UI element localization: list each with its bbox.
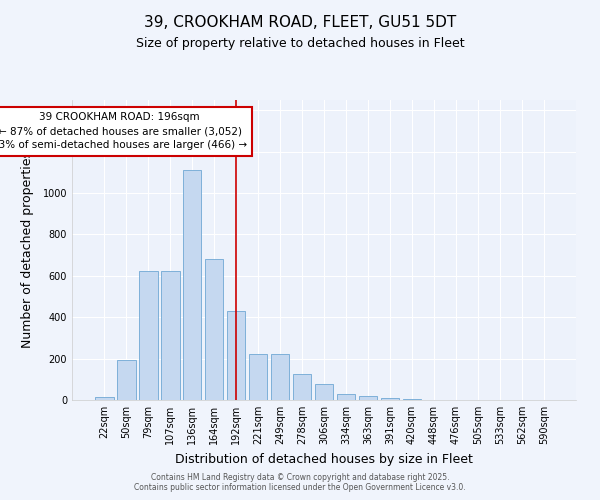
Bar <box>249 354 268 400</box>
Bar <box>117 360 136 400</box>
Bar <box>227 311 245 400</box>
Text: 39, CROOKHAM ROAD, FLEET, GU51 5DT: 39, CROOKHAM ROAD, FLEET, GU51 5DT <box>144 15 456 30</box>
Bar <box>403 399 421 400</box>
Bar <box>314 384 334 400</box>
Bar <box>183 170 202 400</box>
Text: Size of property relative to detached houses in Fleet: Size of property relative to detached ho… <box>136 38 464 51</box>
Bar <box>293 374 311 400</box>
Bar <box>95 397 113 400</box>
Bar <box>337 394 355 400</box>
Text: Contains HM Land Registry data © Crown copyright and database right 2025.: Contains HM Land Registry data © Crown c… <box>151 474 449 482</box>
Text: 39 CROOKHAM ROAD: 196sqm
← 87% of detached houses are smaller (3,052)
13% of sem: 39 CROOKHAM ROAD: 196sqm ← 87% of detach… <box>0 112 247 150</box>
Y-axis label: Number of detached properties: Number of detached properties <box>21 152 34 348</box>
Bar <box>271 354 289 400</box>
Bar <box>161 270 179 400</box>
Bar <box>380 398 399 400</box>
Bar <box>205 260 223 400</box>
Bar <box>139 270 158 400</box>
X-axis label: Distribution of detached houses by size in Fleet: Distribution of detached houses by size … <box>175 452 473 466</box>
Bar <box>359 396 377 400</box>
Text: Contains public sector information licensed under the Open Government Licence v3: Contains public sector information licen… <box>134 484 466 492</box>
